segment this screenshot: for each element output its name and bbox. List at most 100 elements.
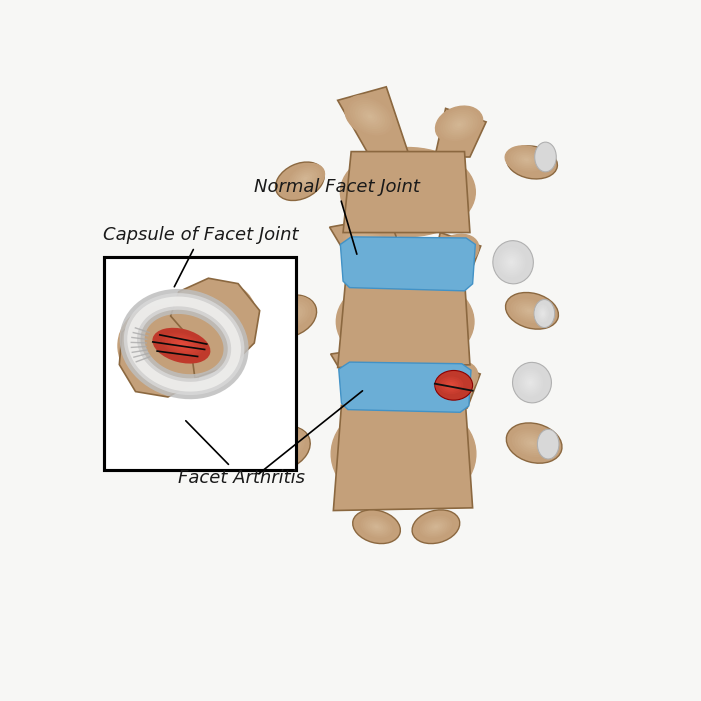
Ellipse shape — [446, 372, 464, 387]
Ellipse shape — [365, 424, 442, 484]
Ellipse shape — [510, 260, 514, 264]
Ellipse shape — [345, 151, 471, 233]
Ellipse shape — [372, 168, 444, 216]
Ellipse shape — [536, 304, 549, 322]
Ellipse shape — [394, 447, 413, 461]
Ellipse shape — [447, 245, 465, 258]
Ellipse shape — [381, 175, 435, 210]
Ellipse shape — [452, 119, 466, 130]
Ellipse shape — [512, 429, 552, 457]
Ellipse shape — [341, 278, 470, 366]
Ellipse shape — [355, 234, 374, 250]
Ellipse shape — [499, 249, 524, 275]
Polygon shape — [343, 151, 470, 233]
Ellipse shape — [395, 183, 421, 201]
Ellipse shape — [207, 304, 236, 334]
Ellipse shape — [358, 236, 372, 247]
Ellipse shape — [269, 297, 314, 331]
Ellipse shape — [367, 520, 386, 533]
Ellipse shape — [376, 171, 440, 213]
Ellipse shape — [213, 310, 231, 328]
Ellipse shape — [534, 299, 554, 327]
Polygon shape — [170, 278, 259, 378]
Ellipse shape — [513, 151, 540, 168]
Ellipse shape — [301, 175, 310, 182]
Ellipse shape — [436, 374, 466, 396]
Ellipse shape — [168, 336, 197, 353]
Ellipse shape — [517, 369, 543, 397]
Ellipse shape — [435, 370, 472, 400]
Ellipse shape — [219, 315, 225, 322]
Ellipse shape — [373, 299, 437, 343]
Polygon shape — [338, 278, 470, 367]
Ellipse shape — [131, 320, 183, 372]
Ellipse shape — [372, 524, 381, 530]
Ellipse shape — [438, 108, 480, 141]
Ellipse shape — [382, 306, 428, 337]
Ellipse shape — [359, 290, 451, 353]
Ellipse shape — [121, 310, 193, 381]
Ellipse shape — [358, 159, 457, 225]
Ellipse shape — [262, 428, 308, 463]
Ellipse shape — [443, 241, 470, 261]
Ellipse shape — [362, 517, 390, 536]
Ellipse shape — [196, 292, 248, 346]
Ellipse shape — [350, 100, 390, 133]
Ellipse shape — [508, 297, 551, 325]
Ellipse shape — [538, 306, 547, 321]
Ellipse shape — [505, 146, 548, 173]
Ellipse shape — [275, 162, 325, 200]
Ellipse shape — [364, 293, 447, 350]
Ellipse shape — [424, 519, 447, 535]
Ellipse shape — [354, 156, 462, 228]
Ellipse shape — [387, 309, 423, 334]
Ellipse shape — [521, 306, 538, 316]
Ellipse shape — [125, 313, 190, 379]
Ellipse shape — [141, 329, 173, 362]
Ellipse shape — [437, 236, 477, 267]
Ellipse shape — [515, 431, 550, 455]
Ellipse shape — [427, 520, 445, 533]
Ellipse shape — [279, 442, 290, 450]
Ellipse shape — [513, 300, 545, 322]
FancyBboxPatch shape — [104, 257, 296, 470]
Ellipse shape — [186, 283, 257, 355]
Ellipse shape — [508, 258, 515, 266]
Ellipse shape — [174, 339, 191, 350]
Ellipse shape — [365, 519, 388, 535]
Ellipse shape — [449, 383, 454, 387]
Ellipse shape — [170, 338, 194, 352]
Ellipse shape — [343, 224, 387, 259]
Ellipse shape — [261, 295, 317, 338]
Ellipse shape — [439, 376, 463, 394]
Ellipse shape — [505, 256, 517, 268]
Text: Capsule of Facet Joint: Capsule of Facet Joint — [103, 226, 299, 287]
Ellipse shape — [523, 437, 540, 449]
Ellipse shape — [201, 297, 243, 340]
Ellipse shape — [272, 299, 311, 329]
Ellipse shape — [432, 361, 477, 397]
Ellipse shape — [278, 303, 306, 325]
Ellipse shape — [296, 171, 315, 186]
Ellipse shape — [152, 328, 210, 364]
Ellipse shape — [353, 510, 400, 543]
Ellipse shape — [280, 305, 303, 322]
Ellipse shape — [205, 301, 240, 337]
Ellipse shape — [524, 307, 535, 314]
Ellipse shape — [369, 428, 437, 479]
Ellipse shape — [198, 294, 245, 343]
Ellipse shape — [355, 417, 451, 491]
Ellipse shape — [360, 368, 365, 372]
Ellipse shape — [441, 240, 472, 264]
Ellipse shape — [386, 177, 430, 207]
Ellipse shape — [341, 353, 385, 388]
Ellipse shape — [165, 334, 200, 355]
Ellipse shape — [520, 435, 544, 451]
Ellipse shape — [365, 112, 375, 121]
Ellipse shape — [345, 95, 395, 137]
Ellipse shape — [293, 169, 318, 188]
Ellipse shape — [339, 351, 388, 390]
Ellipse shape — [493, 240, 533, 284]
Ellipse shape — [336, 402, 471, 505]
Ellipse shape — [128, 316, 186, 375]
